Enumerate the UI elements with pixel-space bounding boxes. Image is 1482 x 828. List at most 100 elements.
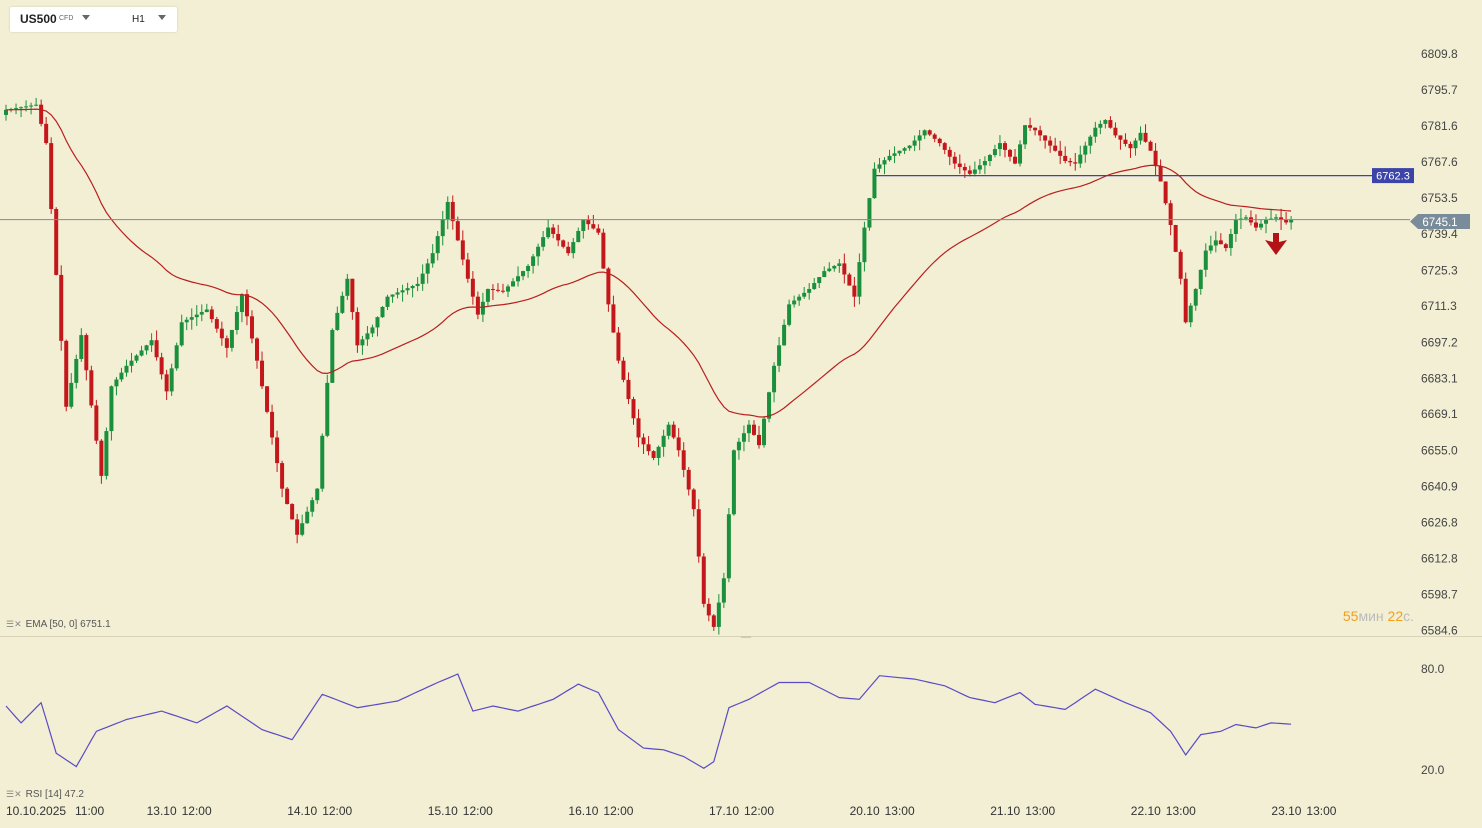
candle-body [591,224,596,229]
candle-body [345,278,350,296]
scroll-handle[interactable] [741,636,751,638]
candle-body [721,578,726,603]
time-tick-label: 13.10 [147,804,177,818]
candle-body [390,294,395,297]
candle-body [1153,150,1158,167]
candle-body [947,149,952,157]
candle-body [676,437,681,451]
candle-body [179,322,184,346]
candle-body [521,271,526,277]
candle-body [992,149,997,156]
candle-body [229,329,234,348]
indicator-settings-icon[interactable]: ☰✕ [6,619,22,629]
candle-body [787,304,792,325]
candle-body [350,278,355,313]
candle-body [360,339,365,346]
candle-body [686,469,691,490]
time-tick-label: 22.10 [1131,804,1161,818]
candle-body [922,130,927,136]
candle-body [862,227,867,263]
candle-body [174,345,179,369]
price-tick-label: 6809.8 [1421,47,1458,61]
candle-body [526,265,531,272]
candle-body [762,418,767,446]
candle-body [1274,217,1279,219]
candle-body [159,357,164,375]
price-tick-label: 6683.1 [1421,371,1458,385]
time-tick-label: 12:00 [463,804,493,818]
candle-body [1128,143,1133,149]
candle-body [706,603,711,616]
candle-body [531,256,536,266]
price-tick-label: 6781.6 [1421,119,1458,133]
candle-body [385,296,390,307]
candle-body [1148,141,1153,151]
timeframe-dropdown-icon[interactable] [158,15,166,20]
candle-body [265,386,270,412]
candle-body [1088,136,1093,146]
candle-body [355,312,360,346]
candle-body [325,382,330,436]
time-tick-label: 12:00 [744,804,774,818]
candle-body [19,107,24,109]
candle-body [1053,145,1058,151]
candle-body [1043,135,1048,141]
candle-body [917,135,922,141]
candle-body [932,134,937,139]
chart-toolbar: US500 CFD H1 [10,7,177,32]
candle-body [736,441,741,451]
price-tick-label: 6739.4 [1421,227,1458,241]
rsi-indicator-legend[interactable]: ☰✕ RSI [14] 47.2 [6,789,84,800]
candle-body [897,150,902,154]
candle-body [44,123,49,144]
candle-body [500,290,505,292]
candle-body [480,301,485,315]
candle-body [832,265,837,269]
candle-body [767,392,772,419]
symbol-dropdown-icon[interactable] [82,15,90,20]
candle-body [681,450,686,470]
candle-body [616,332,621,361]
candle-body [290,504,295,520]
candle-body [671,424,676,438]
candle-body [1013,156,1018,164]
candle-body [716,602,721,627]
candle-body [561,240,566,247]
candle-body [1023,125,1028,145]
timeframe-selector[interactable]: H1 [132,14,145,25]
candle-countdown-timer: 55мин 22с. [1343,608,1414,624]
price-tick-label: 6640.9 [1421,479,1458,493]
candles-group [4,97,1294,635]
candle-body [977,165,982,170]
candle-body [506,286,510,292]
indicator-settings-icon[interactable]: ☰✕ [6,789,22,799]
candle-body [320,435,325,489]
timer-minutes: 55 [1342,608,1359,624]
candle-body [902,148,907,151]
candle-body [79,335,84,359]
candle-body [952,156,957,164]
candle-body [54,209,59,275]
candle-body [109,386,114,432]
candle-body [114,379,119,387]
level-price-tag[interactable]: 6762.3 [1372,168,1414,184]
candle-body [822,271,827,278]
candle-body [1083,145,1088,155]
candle-body [1048,140,1053,146]
candle-body [1228,233,1233,249]
ema-indicator-legend[interactable]: ☰✕ EMA [50, 0] 6751.1 [6,619,111,630]
rsi-tick-label: 80.0 [1421,662,1445,676]
candle-body [485,289,490,302]
timer-seconds-unit: с. [1403,608,1414,624]
candle-body [224,338,229,348]
candle-body [1078,154,1083,164]
candle-body [1038,130,1043,136]
candle-body [460,240,465,260]
price-tick-label: 6584.6 [1421,624,1458,638]
candle-body [867,198,872,228]
candle-body [99,440,104,476]
symbol-selector[interactable]: US500 [20,12,57,26]
candle-body [129,360,134,366]
candle-body [455,221,460,241]
